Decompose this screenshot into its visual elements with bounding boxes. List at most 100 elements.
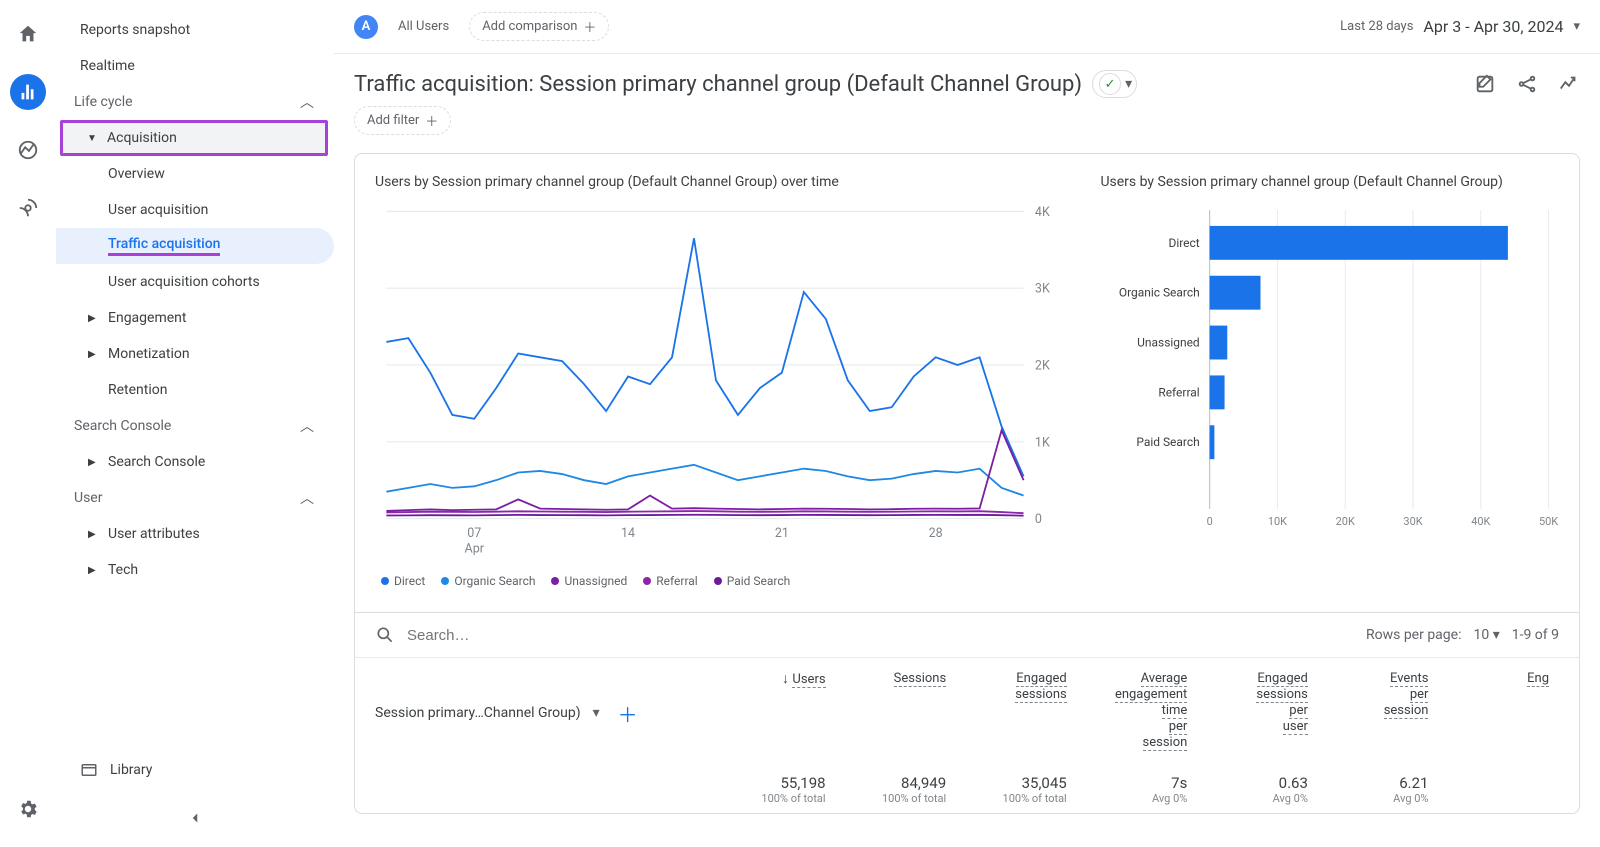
- column-header[interactable]: Sessions: [836, 658, 957, 754]
- sub-label: Tech: [108, 562, 138, 578]
- sidebar-user-acq-cohorts[interactable]: User acquisition cohorts: [56, 264, 334, 300]
- chevron-up-icon: ︿: [300, 488, 314, 508]
- share-icon[interactable]: [1516, 73, 1538, 95]
- chevron-left-icon: [186, 809, 204, 827]
- totals-cell: 84,949100% of total: [836, 762, 957, 809]
- verify-icon: ✓: [1099, 73, 1121, 95]
- add-filter-label: Add filter: [367, 113, 419, 128]
- svg-text:Paid Search: Paid Search: [1137, 435, 1200, 449]
- totals-cell: 55,198100% of total: [715, 762, 836, 809]
- sidebar-monetization[interactable]: ▶ Monetization: [56, 336, 334, 372]
- svg-text:Unassigned: Unassigned: [1138, 336, 1201, 350]
- svg-text:4K: 4K: [1035, 205, 1050, 220]
- bar-chart-svg: 010K20K30K40K50KDirectOrganic SearchUnas…: [1100, 200, 1559, 539]
- svg-text:21: 21: [775, 526, 789, 541]
- settings-icon[interactable]: [10, 791, 46, 827]
- svg-text:14: 14: [621, 526, 635, 541]
- column-header[interactable]: Engagedsessions: [956, 658, 1077, 754]
- sidebar-library[interactable]: Library: [56, 745, 334, 799]
- plus-icon: ＋: [425, 111, 438, 130]
- sidebar-section-life-cycle[interactable]: Life cycle ︿: [56, 84, 334, 120]
- insights-icon[interactable]: [1558, 73, 1580, 95]
- svg-text:3K: 3K: [1035, 282, 1050, 297]
- customize-icon[interactable]: [1474, 73, 1496, 95]
- totals-cell: 35,045100% of total: [956, 762, 1077, 809]
- audience-badge: A: [354, 15, 378, 39]
- svg-text:0: 0: [1035, 512, 1042, 527]
- sidebar-acquisition[interactable]: ▼ Acquisition: [60, 120, 328, 156]
- svg-text:2K: 2K: [1035, 359, 1050, 374]
- caret-right-icon: ▶: [88, 529, 98, 540]
- caret-right-icon: ▶: [88, 565, 98, 576]
- column-header[interactable]: Averageengagementtimepersession: [1077, 658, 1198, 754]
- sidebar-section-search-console[interactable]: Search Console ︿: [56, 408, 334, 444]
- totals-cell: 6.21Avg 0%: [1318, 762, 1439, 809]
- sidebar-search-console-sub[interactable]: ▶ Search Console: [56, 444, 334, 480]
- sidebar-reports-snapshot[interactable]: Reports snapshot: [56, 12, 334, 48]
- svg-text:Referral: Referral: [1159, 385, 1200, 399]
- sidebar-collapse-button[interactable]: [56, 799, 334, 847]
- svg-text:40K: 40K: [1472, 515, 1491, 528]
- plus-icon: ＋: [583, 17, 596, 36]
- sub-label: Engagement: [108, 310, 186, 326]
- sub-label: Monetization: [108, 346, 190, 362]
- date-range-value: Apr 3 - Apr 30, 2024: [1423, 17, 1563, 36]
- svg-text:0: 0: [1207, 515, 1213, 528]
- caret-right-icon: ▶: [88, 349, 98, 360]
- sub-label: Traffic acquisition: [108, 236, 220, 256]
- sidebar-tech[interactable]: ▶ Tech: [56, 552, 334, 588]
- add-comparison-button[interactable]: Add comparison ＋: [469, 12, 609, 41]
- table-search-input[interactable]: [407, 627, 1354, 644]
- topbar: A All Users Add comparison ＋ Last 28 day…: [334, 0, 1600, 54]
- sidebar-realtime[interactable]: Realtime: [56, 48, 334, 84]
- sidebar: Reports snapshot Realtime Life cycle ︿ ▼…: [56, 0, 334, 847]
- svg-text:Direct: Direct: [1169, 236, 1200, 250]
- icon-rail: [0, 0, 56, 847]
- bar-chart-title: Users by Session primary channel group (…: [1100, 174, 1559, 190]
- sidebar-overview[interactable]: Overview: [56, 156, 334, 192]
- verify-chip[interactable]: ✓ ▾: [1092, 70, 1137, 98]
- report-card: Users by Session primary channel group (…: [354, 153, 1580, 814]
- title-row: Traffic acquisition: Session primary cha…: [334, 54, 1600, 106]
- chevron-up-icon: ︿: [300, 416, 314, 436]
- date-range-preset: Last 28 days: [1340, 19, 1413, 34]
- date-range-picker[interactable]: Last 28 days Apr 3 - Apr 30, 2024 ▾: [1340, 17, 1580, 36]
- line-chart-title: Users by Session primary channel group (…: [375, 174, 1080, 190]
- sidebar-section-user[interactable]: User ︿: [56, 480, 334, 516]
- column-header[interactable]: Engagedsessionsperuser: [1197, 658, 1318, 754]
- advertising-icon[interactable]: [10, 190, 46, 226]
- sidebar-user-attributes[interactable]: ▶User attributes: [56, 516, 334, 552]
- library-label: Library: [110, 762, 152, 778]
- reports-icon[interactable]: [10, 74, 46, 110]
- sidebar-user-acquisition[interactable]: User acquisition: [56, 192, 334, 228]
- rows-per-page-label: Rows per page:: [1366, 627, 1461, 643]
- explore-icon[interactable]: [10, 132, 46, 168]
- column-header[interactable]: ↓ Users: [715, 658, 836, 754]
- sidebar-retention[interactable]: Retention: [56, 372, 334, 408]
- line-chart-svg: 01K2K3K4K07142128Apr: [375, 200, 1080, 564]
- sidebar-engagement[interactable]: ▶ Engagement: [56, 300, 334, 336]
- caret-down-icon: ▾: [1573, 19, 1580, 34]
- caret-right-icon: ▶: [88, 313, 98, 324]
- bar-chart: Users by Session primary channel group (…: [1100, 174, 1559, 588]
- svg-text:20K: 20K: [1336, 515, 1355, 528]
- caret-down-icon: ▾: [1125, 76, 1132, 92]
- svg-text:Apr: Apr: [465, 542, 485, 557]
- pagination-range: 1-9 of 9: [1512, 627, 1559, 643]
- home-icon[interactable]: [10, 16, 46, 52]
- add-filter-button[interactable]: Add filter ＋: [354, 106, 451, 135]
- caret-right-icon: ▶: [88, 457, 98, 468]
- svg-text:1K: 1K: [1035, 435, 1050, 450]
- section-label: Search Console: [74, 418, 171, 434]
- add-dimension-button[interactable]: ＋: [618, 699, 638, 728]
- search-icon: [375, 625, 395, 645]
- rows-per-page-select[interactable]: 10 ▾: [1473, 627, 1499, 643]
- column-header[interactable]: Eng: [1438, 658, 1559, 754]
- sub-label: Search Console: [108, 454, 205, 470]
- totals-cell: 0.63Avg 0%: [1197, 762, 1318, 809]
- sidebar-traffic-acquisition[interactable]: Traffic acquisition: [56, 228, 334, 264]
- all-users-chip[interactable]: All Users: [386, 15, 461, 38]
- svg-text:50K: 50K: [1539, 515, 1558, 528]
- dimension-picker[interactable]: Session primary…Channel Group)▾＋: [375, 658, 715, 754]
- column-header[interactable]: Eventspersession: [1318, 658, 1439, 754]
